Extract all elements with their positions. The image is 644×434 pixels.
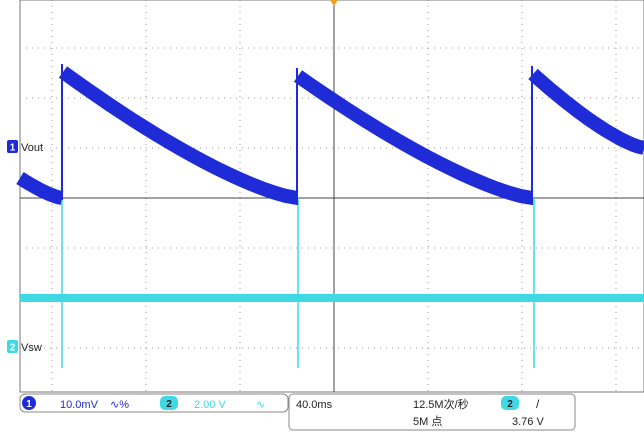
trigger-slope: / [536, 397, 540, 411]
ch2-badge-text: 2 [166, 399, 172, 410]
status-bar: 1 10.0mV ∿% 2 2.00 V ∿ 40.0ms 12.5M次/秒 5… [19, 393, 576, 431]
channel-readout-box [19, 393, 289, 413]
vout-trace [293, 70, 534, 205]
vsw-trace [20, 294, 644, 302]
sample-rate: 12.5M次/秒 [413, 397, 469, 411]
record-length: 5M 点 [413, 415, 442, 428]
ch1-badge-text: 1 [26, 399, 32, 410]
ch1-marker: 1 Vout [7, 140, 43, 154]
ch2-marker-badge: 2 [10, 343, 16, 354]
vout-trace [58, 66, 299, 205]
trigger-source-text: 2 [507, 399, 513, 410]
timebase: 40.0ms [296, 399, 333, 411]
trigger-level: 3.76 V [512, 416, 544, 428]
ch1-badge[interactable] [22, 396, 36, 410]
vout-trace [16, 172, 64, 205]
plot-area [19, 0, 644, 393]
ch1-marker-label: Vout [21, 142, 43, 154]
ch2-scale: 2.00 V [194, 399, 226, 411]
traces [16, 64, 644, 368]
trigger-position-marker [330, 0, 338, 6]
ch2-coupling: ∿ [256, 399, 265, 411]
ch2-badge[interactable] [160, 396, 178, 410]
trigger-source-badge[interactable] [501, 396, 519, 410]
vout-trace [528, 68, 644, 155]
ch1-scale: 10.0mV [60, 399, 99, 411]
ch2-marker-label: Vsw [21, 342, 42, 354]
ch1-marker-badge: 1 [10, 143, 16, 154]
ch2-marker: 2 Vsw [7, 340, 42, 354]
ch1-coupling: ∿% [110, 399, 129, 411]
